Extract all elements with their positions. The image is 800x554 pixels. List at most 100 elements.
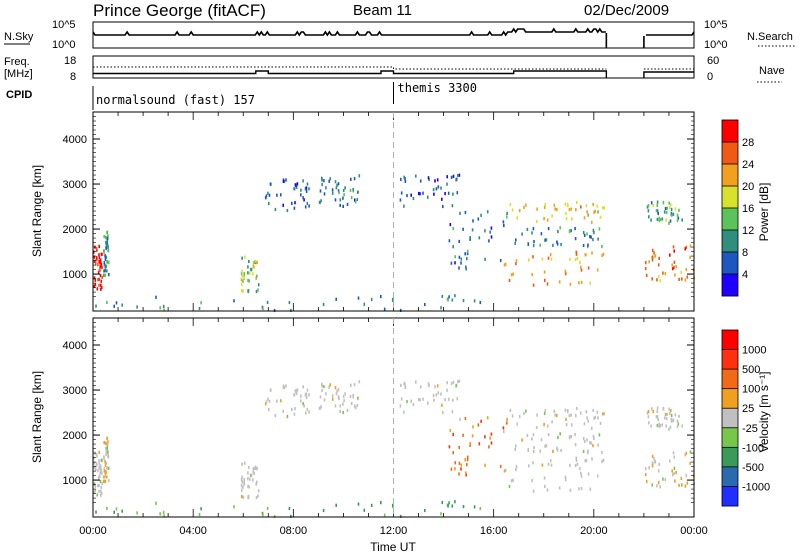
- nave-tick-bottom: 0: [707, 71, 713, 83]
- power-echo-cell: [602, 252, 605, 256]
- power-echo-cell: [339, 198, 342, 202]
- velocity-echo-cell: [242, 495, 245, 499]
- power-echo-cell: [526, 227, 529, 231]
- power-echo-cell: [285, 178, 287, 182]
- power-echo-cell: [528, 258, 530, 262]
- power-echo-cell: [440, 186, 442, 190]
- power-echo-cell: [342, 204, 344, 208]
- velocity-echo-cell: [436, 384, 439, 388]
- velocity-echo-cell: [105, 470, 107, 475]
- velocity-echo-cell: [248, 485, 250, 489]
- power-echo-cell: [601, 206, 604, 210]
- power-echo-cell: [464, 210, 467, 215]
- velocity-echo-cell: [597, 443, 599, 447]
- velocity-echo-cell: [518, 415, 521, 419]
- velocity-echo-cell: [101, 471, 103, 475]
- power-echo-cell: [593, 231, 595, 235]
- velocity-echo-cell: [136, 511, 138, 515]
- velocity-echo-cell: [93, 465, 96, 470]
- power-echo-cell: [586, 210, 588, 214]
- power-echo-cell: [321, 178, 323, 182]
- power-echo-cell: [556, 208, 558, 212]
- power-echo-cell: [331, 188, 334, 192]
- power-echo-cell: [108, 273, 110, 277]
- velocity-echo-cell: [525, 409, 527, 413]
- power-echo-cell: [544, 238, 546, 242]
- velocity-echo-cell: [515, 468, 517, 472]
- power-echo-cell: [437, 185, 440, 189]
- power-echo-cell: [338, 191, 340, 195]
- power-echo-cell: [574, 227, 576, 231]
- velocity-echo-cell: [334, 404, 337, 408]
- velocity-echo-cell: [358, 380, 361, 384]
- velocity-echo-cell: [466, 458, 469, 462]
- velocity-echo-cell: [665, 424, 667, 428]
- power-echo-cell: [241, 269, 243, 273]
- power-echo-cell: [344, 186, 346, 190]
- power-echo-cell: [100, 287, 102, 291]
- power-echo-cell: [399, 308, 402, 312]
- power-echo-cell: [565, 211, 567, 215]
- velocity-echo-cell: [547, 462, 550, 466]
- velocity-echo-cell: [647, 415, 650, 419]
- velocity-echo-cell: [399, 514, 402, 518]
- power-colorbar: 4 8 12 16 20 24 28: [721, 119, 754, 297]
- velocity-echo-cell: [291, 407, 293, 411]
- velocity-echo-cell: [532, 433, 535, 437]
- power-echo-cell: [107, 260, 110, 265]
- velocity-echo-cell: [286, 415, 289, 419]
- power-echo-cell: [593, 210, 595, 214]
- velocity-echo-cell: [306, 407, 309, 411]
- velocity-echo-cell: [107, 454, 109, 458]
- power-echo-cell: [554, 207, 556, 211]
- power-echo-cell: [105, 243, 108, 247]
- power-echo-cell: [286, 209, 289, 213]
- velocity-echo-cell: [576, 406, 578, 411]
- velocity-echo-cell: [676, 424, 679, 429]
- power-echo-cell: [648, 260, 650, 264]
- power-echo-cell: [432, 188, 435, 192]
- power-echo-cell: [473, 299, 476, 303]
- velocity-echo-cell: [293, 393, 295, 397]
- velocity-echo-cell: [659, 424, 662, 428]
- velocity-echo-cell: [342, 410, 344, 414]
- velocity-echo-cell: [685, 474, 688, 478]
- power-echo-cell: [265, 194, 268, 198]
- velocity-echo-cell: [295, 391, 298, 395]
- velocity-echo-cell: [96, 454, 98, 458]
- velocity-echo-cell: [509, 408, 512, 412]
- power-echo-cell: [586, 232, 588, 236]
- power-echo-cell: [350, 177, 352, 181]
- freq-trace: [93, 70, 694, 78]
- velocity-echo-cell: [657, 481, 660, 485]
- power-echo-cell: [302, 196, 304, 200]
- velocity-echo-cell: [644, 467, 647, 471]
- velocity-echo-cell: [100, 458, 103, 462]
- velocity-panel: 1000 2000 3000 4000 00:00 04:00 08:00 12:00 16:0…: [63, 317, 708, 537]
- velocity-echo-cell: [247, 495, 249, 499]
- power-echo-cell: [504, 262, 507, 266]
- velocity-echo-cell: [532, 461, 534, 465]
- velocity-echo-cell: [686, 481, 689, 485]
- velocity-echo-cell: [256, 480, 258, 484]
- velocity-echo-cell: [650, 424, 652, 428]
- velocity-echo-cell: [233, 505, 235, 509]
- y-tick-label: 2000: [63, 224, 87, 236]
- colorbar-tick-label: 100: [742, 384, 760, 396]
- velocity-echo-cell: [454, 467, 456, 471]
- velocity-echo-cell: [296, 388, 299, 392]
- power-echo-cell: [603, 206, 605, 210]
- velocity-echo-cell: [334, 386, 337, 390]
- velocity-echo-cell: [403, 410, 405, 414]
- velocity-echo-cell: [556, 448, 559, 452]
- power-echo-cell: [460, 257, 463, 261]
- power-echo-cell: [590, 220, 593, 224]
- y-tick-label: 1000: [63, 269, 87, 281]
- power-echo-cell: [675, 265, 677, 269]
- power-echo-cell: [674, 273, 676, 277]
- velocity-echo-cell: [98, 450, 100, 454]
- power-echo-cell: [342, 188, 345, 193]
- velocity-echo-cell: [452, 380, 455, 384]
- velocity-echo-cell: [552, 449, 554, 453]
- power-echo-cell: [106, 244, 109, 248]
